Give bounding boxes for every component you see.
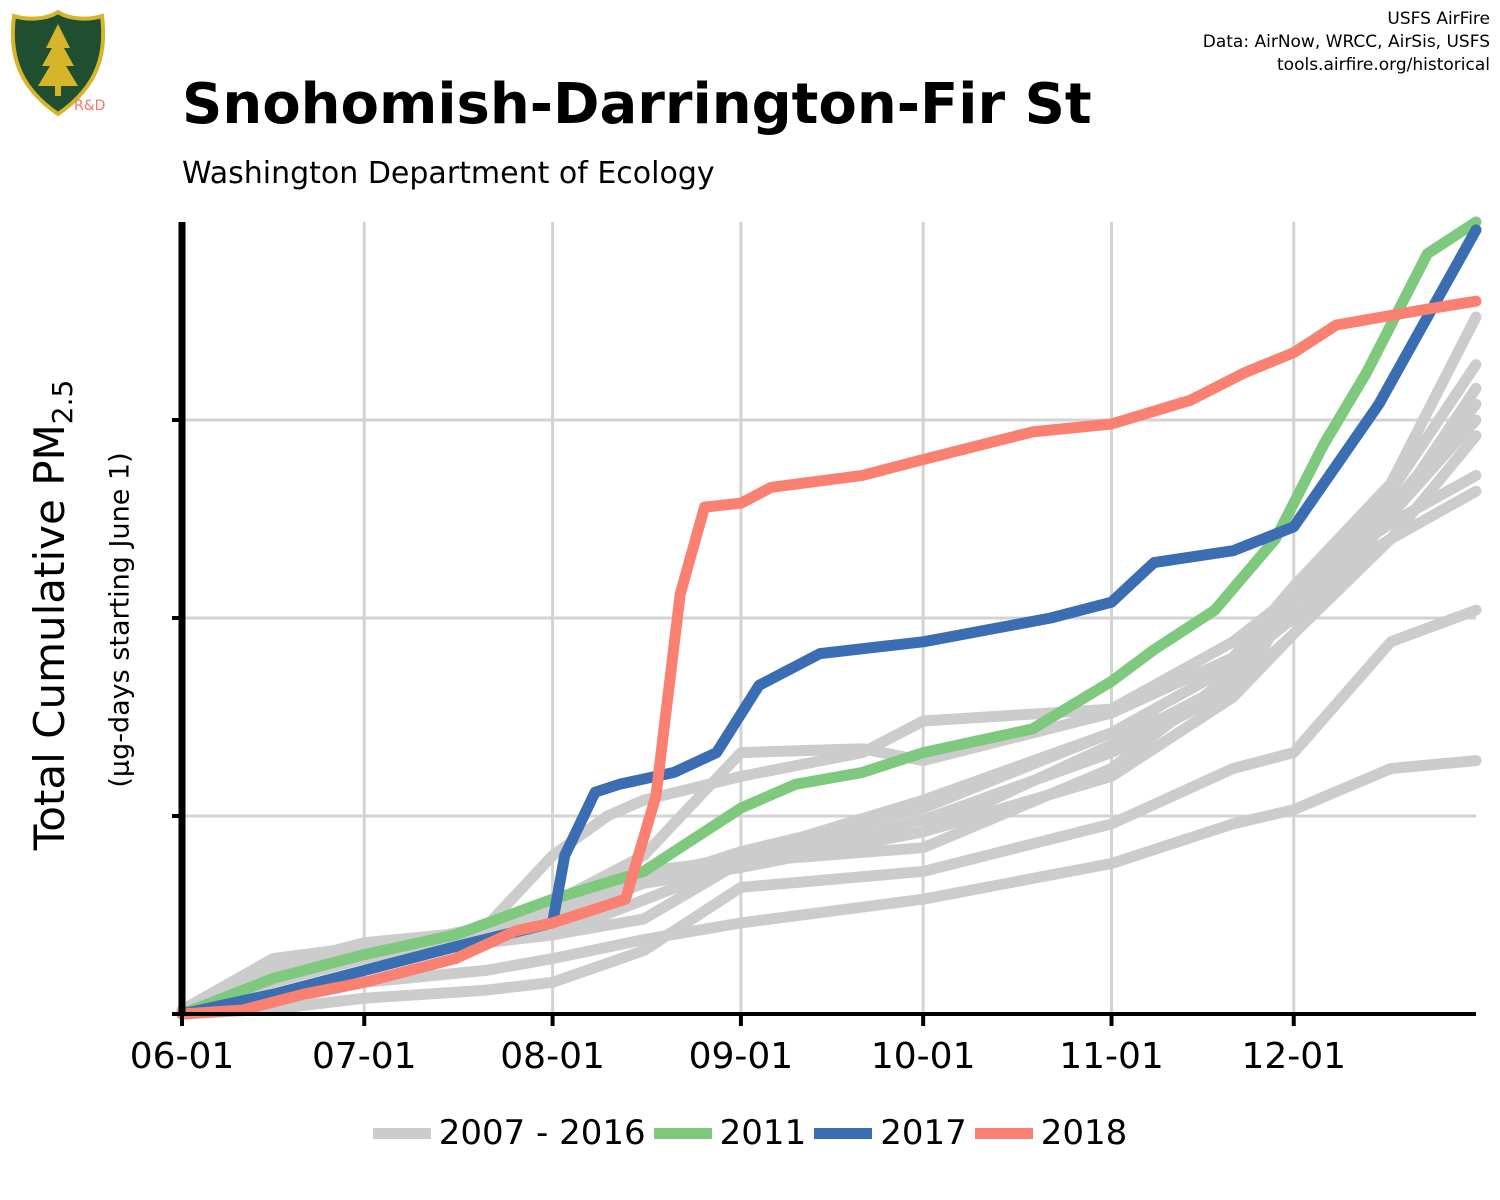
x-tick-label: 09-01 <box>689 1036 794 1077</box>
x-tick-label: 12-01 <box>1241 1036 1346 1077</box>
legend-swatch <box>653 1127 712 1139</box>
credit-line: USFS AirFire <box>1387 9 1490 29</box>
legend-label: 2017 <box>880 1113 967 1153</box>
legend-label: 2011 <box>719 1113 807 1153</box>
forest-service-logo-icon <box>10 9 106 117</box>
legend-item: 2017 <box>814 1113 967 1153</box>
series-line <box>176 604 1482 1020</box>
legend-label: 2007 - 2016 <box>438 1113 646 1153</box>
legend-item: 2007 - 2016 <box>372 1113 646 1153</box>
rd-label: R&D <box>74 98 106 114</box>
legend-swatch <box>974 1127 1033 1139</box>
series-line <box>176 414 1482 1016</box>
x-tick-label: 11-01 <box>1059 1036 1164 1077</box>
legend-label: 2018 <box>1040 1113 1128 1153</box>
chart-subtitle: Washington Department of Ecology <box>182 156 715 191</box>
credits: USFS AirFire Data: AirNow, WRCC, AirSis,… <box>1203 8 1490 77</box>
legend-item: 2018 <box>974 1113 1128 1153</box>
x-tick-label: 08-01 <box>500 1036 605 1077</box>
x-tick-label: 07-01 <box>312 1036 417 1077</box>
credit-line: Data: AirNow, WRCC, AirSis, USFS <box>1202 32 1490 52</box>
chart-title: Snohomish-Darrington-Fir St <box>182 72 1092 137</box>
legend: 2007 - 2016 2011 2017 2018 <box>0 1113 1500 1153</box>
credit-line: tools.airfire.org/historical <box>1277 55 1490 75</box>
series-line <box>176 295 1482 1020</box>
legend-swatch <box>814 1127 873 1139</box>
series-line <box>176 398 1482 1016</box>
legend-swatch <box>372 1127 431 1139</box>
x-tick-label: 06-01 <box>130 1036 235 1077</box>
x-tick-label: 10-01 <box>871 1036 976 1077</box>
series-line <box>176 224 1482 1020</box>
series-line <box>176 216 1482 1020</box>
legend-item: 2011 <box>653 1113 807 1153</box>
